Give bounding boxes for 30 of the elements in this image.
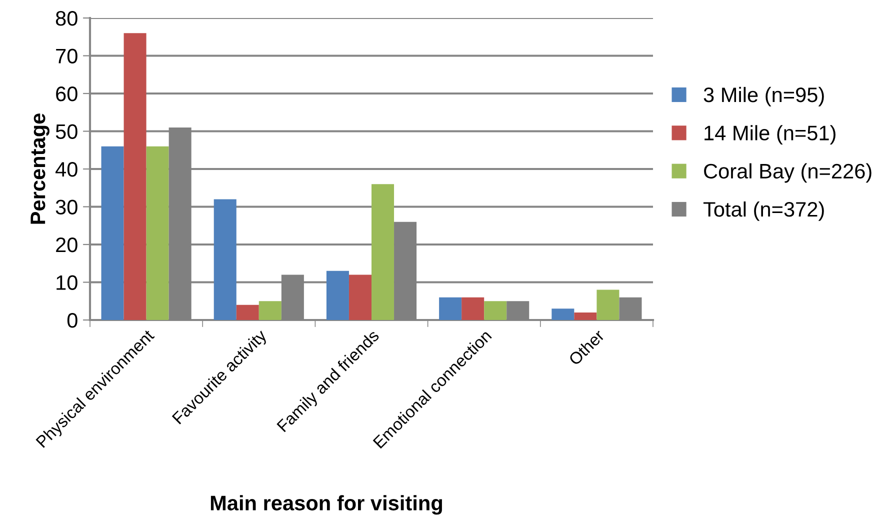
legend-label: Coral Bay (n=226) <box>704 163 872 183</box>
bar <box>101 146 124 320</box>
bar <box>146 146 169 320</box>
y-tick-label: 70 <box>56 48 78 64</box>
bar <box>348 274 372 320</box>
bar <box>124 33 146 320</box>
x-axis-title: Main reason for visiting <box>210 495 442 515</box>
legend-label: 3 Mile (n=95) <box>704 86 824 106</box>
bar <box>596 290 620 320</box>
bar <box>372 184 394 320</box>
bar <box>439 297 462 320</box>
y-tick-label: 50 <box>56 124 78 140</box>
bar <box>236 304 259 320</box>
bar <box>258 301 282 320</box>
y-tick-label: 40 <box>56 162 78 177</box>
y-tick-label: 20 <box>56 238 78 252</box>
bar <box>484 301 507 320</box>
y-tick-label: 30 <box>56 200 78 215</box>
bar <box>552 308 574 320</box>
legend-label: Total (n=372) <box>703 201 824 221</box>
y-tick-label: 0 <box>67 313 78 328</box>
bar <box>214 199 236 320</box>
bar <box>326 270 349 320</box>
legend-label: 14 Mile (n=51) <box>704 125 836 145</box>
bar <box>462 297 484 320</box>
y-tick-label: 10 <box>56 275 78 290</box>
y-axis-title: Percentage <box>30 114 50 224</box>
y-tick-label: 80 <box>56 11 78 26</box>
y-tick-label: 60 <box>56 86 78 102</box>
bar <box>574 312 597 320</box>
